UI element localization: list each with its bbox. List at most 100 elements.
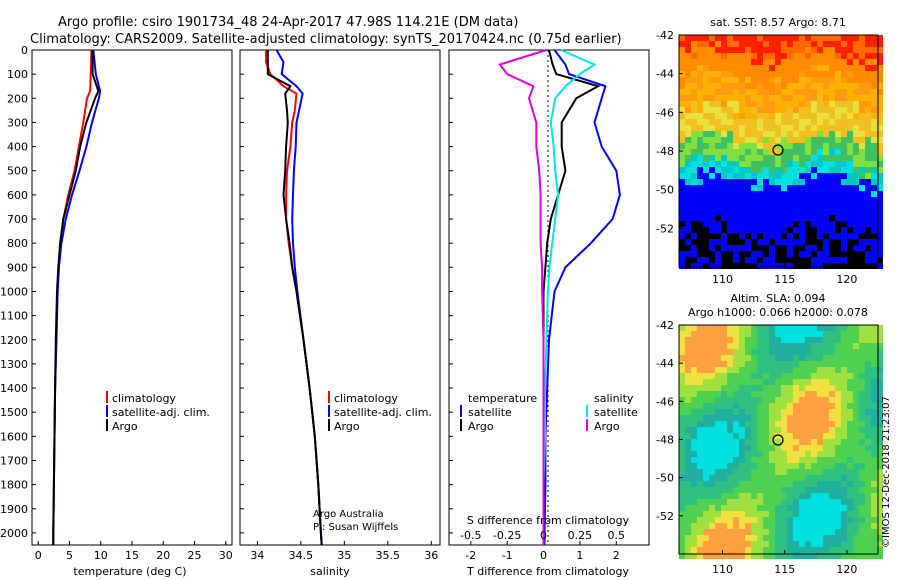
sla-cell — [871, 541, 877, 547]
sla-cell — [835, 553, 841, 559]
lon-tick-label: 115 — [774, 273, 795, 286]
sla-cell — [697, 451, 703, 457]
sla-cell — [847, 439, 853, 445]
sla-cell — [847, 385, 853, 391]
sst-cell — [787, 227, 793, 233]
sst-cell — [793, 239, 799, 245]
sla-cell — [793, 409, 799, 415]
sla-cell — [757, 445, 763, 451]
sla-cell — [757, 481, 763, 487]
sst-cell — [787, 101, 793, 107]
sst-cell — [865, 251, 871, 257]
sst-cell — [739, 221, 745, 227]
sst-cell — [733, 209, 739, 215]
sst-cell — [787, 65, 793, 71]
sla-cell — [793, 517, 799, 523]
sla-cell — [793, 385, 799, 391]
sla-cell — [703, 355, 709, 361]
sla-cell — [709, 355, 715, 361]
depth-tick-label: 1800 — [0, 479, 28, 492]
sst-cell — [751, 239, 757, 245]
sla-cell — [721, 547, 727, 553]
sla-cell — [739, 361, 745, 367]
sla-cell — [685, 445, 691, 451]
sla-cell — [733, 391, 739, 397]
sla-cell — [775, 517, 781, 523]
sst-cell — [865, 119, 871, 125]
sla-cell — [757, 523, 763, 529]
sla-cell — [865, 337, 871, 343]
sla-cell — [745, 391, 751, 397]
sst-cell — [757, 89, 763, 95]
sst-cell — [727, 101, 733, 107]
sla-cell — [859, 445, 865, 451]
sla-cell — [865, 547, 871, 553]
sst-cell — [721, 227, 727, 233]
sst-cell — [877, 221, 883, 227]
sst-cell — [871, 185, 877, 191]
sdiff-satellite-line — [542, 49, 597, 545]
sst-cell — [703, 143, 709, 149]
sla-cell — [781, 547, 787, 553]
sla-cell — [799, 499, 805, 505]
sst-cell — [823, 245, 829, 251]
sla-cell — [721, 337, 727, 343]
sla-cell — [865, 325, 871, 331]
sst-cell — [847, 77, 853, 83]
sla-cell — [721, 451, 727, 457]
sst-cell — [847, 41, 853, 47]
sst-cell — [835, 47, 841, 53]
sla-cell — [733, 487, 739, 493]
sst-cell — [859, 119, 865, 125]
sst-cell — [805, 263, 811, 269]
sst-cell — [877, 41, 883, 47]
sst-cell — [703, 137, 709, 143]
sst-cell — [679, 203, 685, 209]
sla-cell — [733, 373, 739, 379]
sla-cell — [721, 403, 727, 409]
sla-cell — [775, 439, 781, 445]
sla-cell — [685, 535, 691, 541]
sla-cell — [769, 325, 775, 331]
sla-cell — [817, 505, 823, 511]
sst-cell — [823, 161, 829, 167]
sla-cell — [787, 451, 793, 457]
sla-cell — [781, 487, 787, 493]
sla-cell — [739, 337, 745, 343]
sst-cell — [709, 167, 715, 173]
sst-cell — [775, 107, 781, 113]
sla-cell — [847, 541, 853, 547]
sst-cell — [751, 35, 757, 41]
sst-cell — [853, 257, 859, 263]
sla-cell — [805, 535, 811, 541]
sla-cell — [763, 349, 769, 355]
sst-cell — [697, 41, 703, 47]
sst-cell — [751, 65, 757, 71]
sla-cell — [745, 427, 751, 433]
sla-cell — [853, 505, 859, 511]
sst-cell — [781, 257, 787, 263]
depth-tick-label: 600 — [7, 189, 28, 202]
sst-cell — [799, 113, 805, 119]
sst-cell — [751, 137, 757, 143]
sst-cell — [715, 137, 721, 143]
sst-cell — [745, 191, 751, 197]
sst-cell — [829, 143, 835, 149]
sst-cell — [811, 191, 817, 197]
sst-cell — [769, 107, 775, 113]
sla-cell — [871, 547, 877, 553]
sst-cell — [685, 41, 691, 47]
sla-cell — [781, 493, 787, 499]
sla-cell — [757, 415, 763, 421]
sla-cell — [703, 403, 709, 409]
sst-cell — [685, 35, 691, 41]
sst-cell — [841, 257, 847, 263]
sst-cell — [703, 203, 709, 209]
sla-cell — [745, 343, 751, 349]
sla-cell — [811, 337, 817, 343]
sst-cell — [763, 101, 769, 107]
sst-cell — [877, 185, 883, 191]
sst-cell — [769, 251, 775, 257]
sst-cell — [745, 167, 751, 173]
sst-cell — [871, 155, 877, 161]
